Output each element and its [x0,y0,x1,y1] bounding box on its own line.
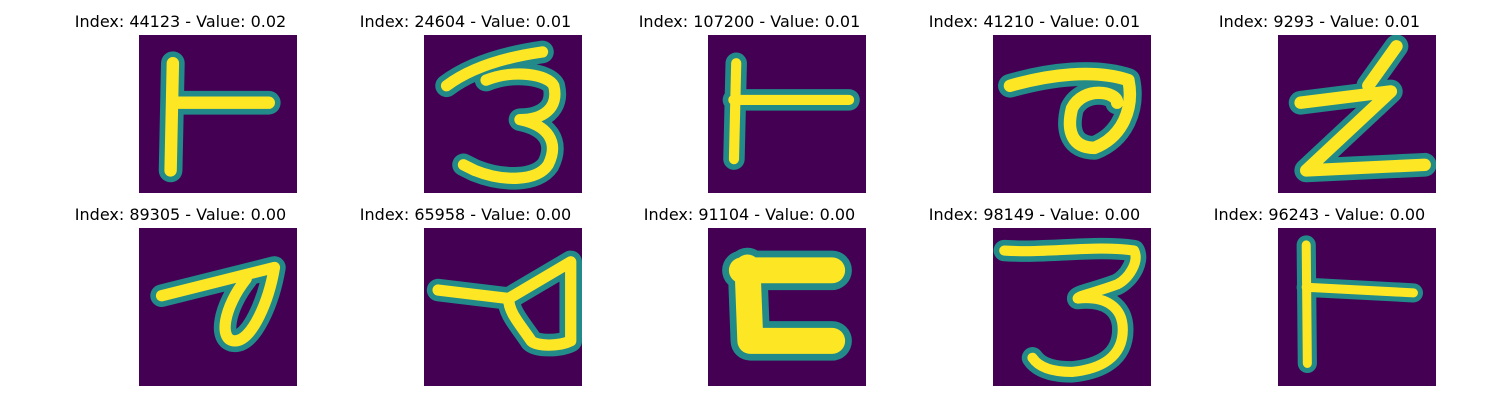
panel-title: Index: 24604 - Value: 0.01 [359,12,572,31]
panel-title: Index: 65958 - Value: 0.00 [359,205,572,224]
panel-title: Index: 9293 - Value: 0.01 [1218,12,1421,31]
digit-image [1278,228,1436,386]
panel-title: Index: 89305 - Value: 0.00 [74,205,287,224]
panel-title: Index: 98149 - Value: 0.00 [928,205,1141,224]
image-panel: Index: 89305 - Value: 0.00 [38,193,323,386]
digit-image [993,35,1151,193]
digit-image [708,228,866,386]
panel-title: Index: 44123 - Value: 0.02 [74,12,287,31]
image-panel: Index: 96243 - Value: 0.00 [1177,193,1462,386]
digit-image [424,228,582,386]
digit-image [139,228,297,386]
panel-title: Index: 91104 - Value: 0.00 [643,205,856,224]
panel-title: Index: 41210 - Value: 0.01 [928,12,1141,31]
digit-image [993,228,1151,386]
image-panel: Index: 41210 - Value: 0.01 [892,0,1177,193]
digit-image [139,35,297,193]
panel-title: Index: 96243 - Value: 0.00 [1213,205,1426,224]
panel-title: Index: 107200 - Value: 0.01 [638,12,861,31]
digit-image [708,35,866,193]
digit-image [424,35,582,193]
image-panel: Index: 24604 - Value: 0.01 [323,0,608,193]
image-panel: Index: 65958 - Value: 0.00 [323,193,608,386]
digit-image [1278,35,1436,193]
image-panel: Index: 107200 - Value: 0.01 [607,0,892,193]
image-panel: Index: 98149 - Value: 0.00 [892,193,1177,386]
image-panel: Index: 44123 - Value: 0.02 [38,0,323,193]
image-panel: Index: 91104 - Value: 0.00 [607,193,892,386]
image-panel: Index: 9293 - Value: 0.01 [1177,0,1462,193]
